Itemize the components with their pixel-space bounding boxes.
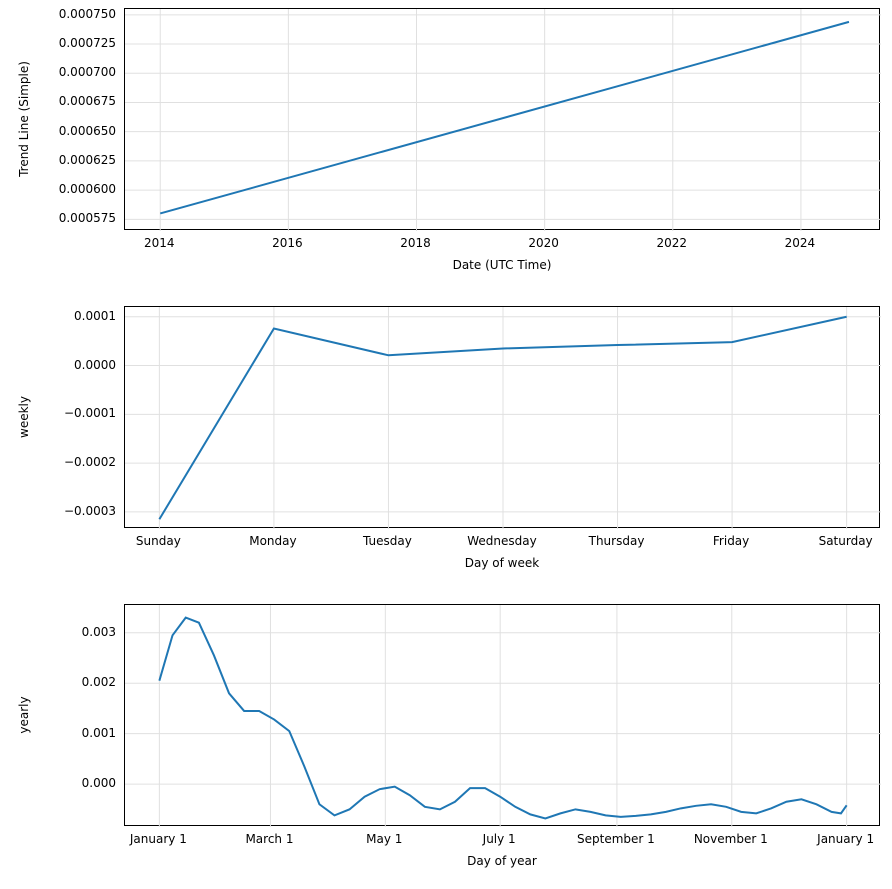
y-tick-label: 0.000700 bbox=[59, 65, 116, 79]
y-tick-label: 0.000625 bbox=[59, 153, 116, 167]
chart-svg bbox=[125, 605, 881, 827]
series-line bbox=[160, 22, 849, 214]
x-tick-label: January 1 bbox=[130, 832, 187, 846]
chart-panel-yearly bbox=[124, 604, 880, 826]
x-tick-label: 2022 bbox=[656, 236, 687, 250]
y-tick-label: −0.0001 bbox=[64, 406, 116, 420]
x-tick-label: Thursday bbox=[589, 534, 645, 548]
chart-svg bbox=[125, 9, 881, 231]
y-tick-label: 0.001 bbox=[82, 726, 116, 740]
x-tick-label: Monday bbox=[249, 534, 296, 548]
y-tick-label: 0.000600 bbox=[59, 182, 116, 196]
x-tick-label: November 1 bbox=[694, 832, 768, 846]
x-tick-label: 2024 bbox=[785, 236, 816, 250]
y-axis-label: weekly bbox=[17, 396, 31, 438]
y-tick-label: 0.000650 bbox=[59, 124, 116, 138]
chart-panel-weekly bbox=[124, 306, 880, 528]
x-tick-label: Sunday bbox=[136, 534, 181, 548]
x-tick-label: Friday bbox=[713, 534, 749, 548]
y-axis-label: Trend Line (Simple) bbox=[17, 61, 31, 177]
chart-panel-trend bbox=[124, 8, 880, 230]
y-tick-label: 0.002 bbox=[82, 675, 116, 689]
x-axis-label: Date (UTC Time) bbox=[453, 258, 552, 272]
x-tick-label: 2018 bbox=[400, 236, 431, 250]
y-tick-label: 0.0001 bbox=[74, 309, 116, 323]
x-axis-label: Day of week bbox=[465, 556, 539, 570]
x-tick-label: September 1 bbox=[577, 832, 655, 846]
x-tick-label: Wednesday bbox=[467, 534, 536, 548]
x-axis-label: Day of year bbox=[467, 854, 537, 868]
y-tick-label: 0.000 bbox=[82, 776, 116, 790]
y-tick-label: 0.000725 bbox=[59, 36, 116, 50]
x-tick-label: 2020 bbox=[528, 236, 559, 250]
y-tick-label: 0.003 bbox=[82, 625, 116, 639]
x-tick-label: July 1 bbox=[483, 832, 516, 846]
y-tick-label: −0.0003 bbox=[64, 504, 116, 518]
figure: 2014 2016 2018 2020 2022 2024 0.000575 0.000600… bbox=[0, 0, 892, 889]
y-tick-label: 0.000575 bbox=[59, 211, 116, 225]
y-tick-label: 0.000675 bbox=[59, 94, 116, 108]
x-tick-label: May 1 bbox=[366, 832, 402, 846]
series-line bbox=[159, 618, 846, 819]
x-tick-label: Saturday bbox=[819, 534, 873, 548]
x-tick-label: Tuesday bbox=[363, 534, 412, 548]
y-tick-label: −0.0002 bbox=[64, 455, 116, 469]
x-tick-label: March 1 bbox=[245, 832, 293, 846]
y-tick-label: 0.000750 bbox=[59, 7, 116, 21]
y-axis-label: yearly bbox=[17, 696, 31, 733]
x-tick-label: 2014 bbox=[144, 236, 175, 250]
x-tick-label: 2016 bbox=[272, 236, 303, 250]
y-tick-label: 0.0000 bbox=[74, 358, 116, 372]
chart-svg bbox=[125, 307, 881, 529]
x-tick-label: January 1 bbox=[817, 832, 874, 846]
